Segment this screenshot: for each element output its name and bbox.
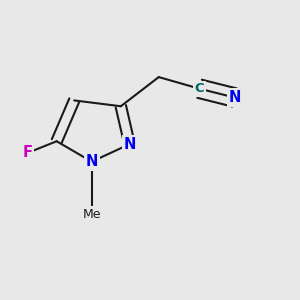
Text: N: N [123,137,136,152]
Text: N: N [85,154,98,169]
Text: F: F [22,146,32,160]
Text: Me: Me [82,208,101,221]
Text: N: N [228,90,241,105]
Text: C: C [195,82,204,95]
